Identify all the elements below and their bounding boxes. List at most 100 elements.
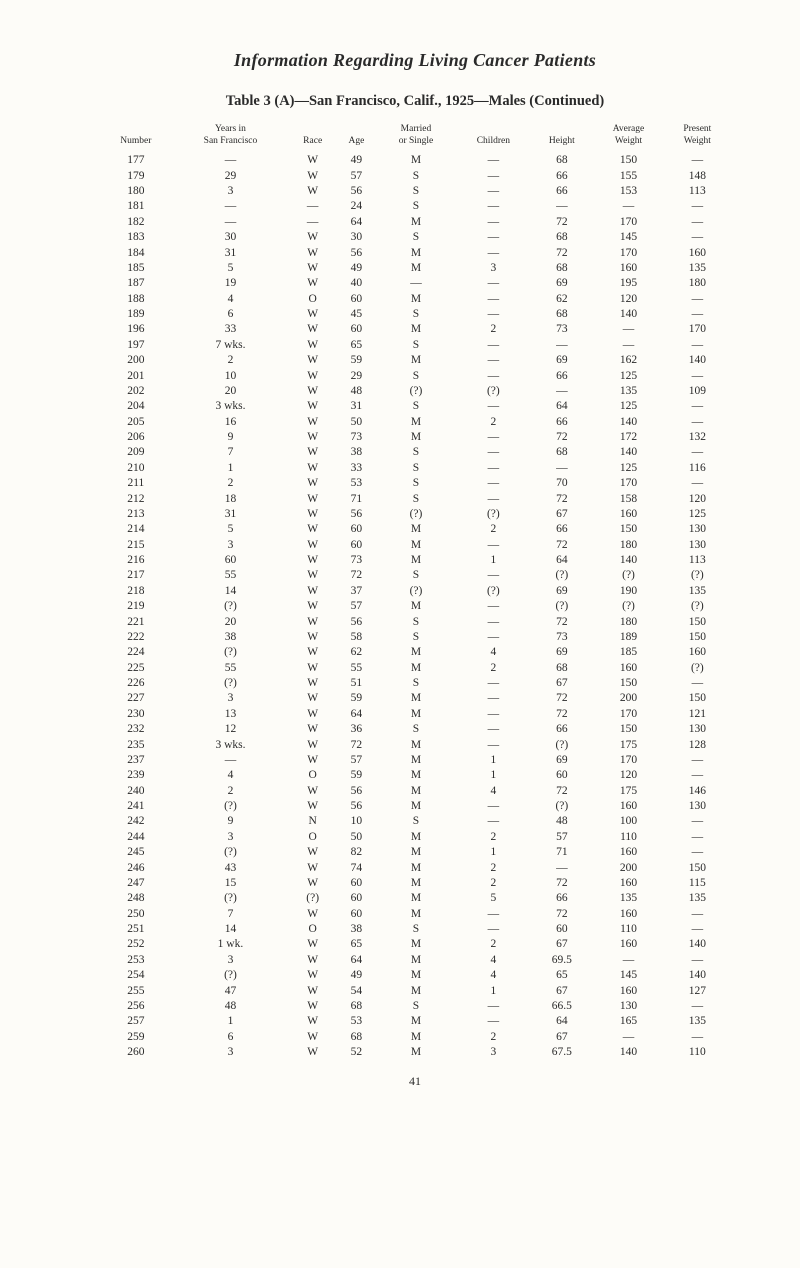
- cell: 196: [100, 322, 172, 337]
- cell: —: [455, 476, 531, 491]
- table-row: 1977 wks.W65S————: [100, 337, 730, 352]
- cell: 68: [531, 660, 592, 675]
- cell: 69: [531, 583, 592, 598]
- cell: 67: [531, 506, 592, 521]
- table-row: 2394O59M160120—: [100, 768, 730, 783]
- cell: 2: [455, 414, 531, 429]
- cell: (?): [172, 968, 289, 983]
- cell: 20: [172, 383, 289, 398]
- cell: (?): [377, 583, 456, 598]
- cell: W: [289, 337, 336, 352]
- cell: 242: [100, 814, 172, 829]
- data-table: NumberYears inSan FranciscoRaceAgeMarrie…: [100, 124, 730, 1060]
- cell: 37: [336, 583, 376, 598]
- cell: 206: [100, 430, 172, 445]
- table-row: 2153W60M—72180130: [100, 537, 730, 552]
- cell: —: [455, 568, 531, 583]
- cell: 3: [172, 1045, 289, 1060]
- cell: 179: [100, 168, 172, 183]
- cell: 172: [592, 430, 664, 445]
- cell: 160: [665, 245, 730, 260]
- cell: 7: [172, 906, 289, 921]
- cell: 69: [531, 752, 592, 767]
- table-row: 2097W38S—68140—: [100, 445, 730, 460]
- table-row: 21814W37(?)(?)69190135: [100, 583, 730, 598]
- table-row: 1884O60M—62120—: [100, 291, 730, 306]
- cell: 56: [336, 245, 376, 260]
- cell: —: [665, 476, 730, 491]
- cell: 150: [592, 522, 664, 537]
- cell: 2: [172, 476, 289, 491]
- cell: S: [377, 614, 456, 629]
- cell: 165: [592, 1014, 664, 1029]
- col-header-1: Years inSan Francisco: [172, 124, 289, 153]
- cell: S: [377, 676, 456, 691]
- cell: 185: [100, 260, 172, 275]
- table-caption: Table 3 (A)—San Francisco, Calif., 1925—…: [100, 93, 730, 110]
- cell: W: [289, 783, 336, 798]
- cell: M: [377, 1045, 456, 1060]
- cell: 3: [172, 829, 289, 844]
- cell: 62: [531, 291, 592, 306]
- cell: 130: [665, 799, 730, 814]
- cell: 120: [592, 291, 664, 306]
- cell: W: [289, 722, 336, 737]
- cell: 4: [455, 968, 531, 983]
- cell: —: [665, 906, 730, 921]
- cell: 2: [455, 860, 531, 875]
- cell: 175: [592, 737, 664, 752]
- cell: 2: [172, 353, 289, 368]
- cell: 3: [172, 184, 289, 199]
- table-row: 23212W36S—66150130: [100, 722, 730, 737]
- cell: (?): [455, 506, 531, 521]
- table-row: 2101W33S——125116: [100, 460, 730, 475]
- cell: 128: [665, 737, 730, 752]
- cell: 209: [100, 445, 172, 460]
- cell: W: [289, 952, 336, 967]
- cell: S: [377, 399, 456, 414]
- cell: S: [377, 230, 456, 245]
- table-row: 241(?)W56M—(?)160130: [100, 799, 730, 814]
- cell: (?): [531, 737, 592, 752]
- cell: 211: [100, 476, 172, 491]
- cell: 160: [592, 875, 664, 890]
- cell: 65: [531, 968, 592, 983]
- cell: W: [289, 553, 336, 568]
- cell: W: [289, 506, 336, 521]
- page-title: Information Regarding Living Cancer Pati…: [100, 50, 730, 71]
- cell: S: [377, 814, 456, 829]
- cell: 195: [592, 276, 664, 291]
- cell: 38: [172, 629, 289, 644]
- cell: 50: [336, 414, 376, 429]
- table-row: 23013W64M—72170121: [100, 706, 730, 721]
- cell: 40: [336, 276, 376, 291]
- cell: 140: [665, 968, 730, 983]
- cell: 115: [665, 875, 730, 890]
- cell: —: [531, 199, 592, 214]
- cell: 56: [336, 799, 376, 814]
- cell: M: [377, 522, 456, 537]
- cell: 60: [336, 891, 376, 906]
- cell: —: [377, 276, 456, 291]
- cell: 150: [592, 722, 664, 737]
- table-row: 181——24S————: [100, 199, 730, 214]
- cell: —: [455, 706, 531, 721]
- cell: W: [289, 799, 336, 814]
- table-row: 21331W56(?)(?)67160125: [100, 506, 730, 521]
- cell: 72: [531, 537, 592, 552]
- cell: 140: [592, 553, 664, 568]
- cell: 82: [336, 845, 376, 860]
- cell: W: [289, 276, 336, 291]
- cell: 62: [336, 645, 376, 660]
- cell: 73: [531, 322, 592, 337]
- cell: 189: [100, 307, 172, 322]
- cell: (?): [531, 568, 592, 583]
- cell: 69: [531, 645, 592, 660]
- cell: W: [289, 968, 336, 983]
- cell: 65: [336, 337, 376, 352]
- cell: 66: [531, 722, 592, 737]
- col-header-3: Age: [336, 124, 376, 153]
- cell: 3: [455, 1045, 531, 1060]
- cell: 135: [665, 891, 730, 906]
- cell: 66: [531, 522, 592, 537]
